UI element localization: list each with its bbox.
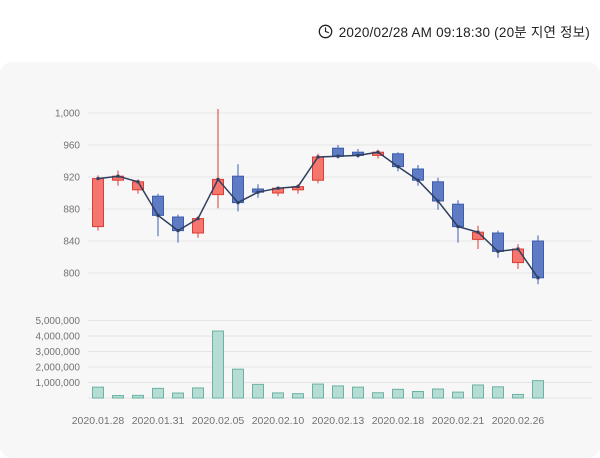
volume-bar [492, 386, 504, 399]
volume-bar [452, 391, 464, 399]
date-tick-label: 2020.01.28 [72, 415, 125, 427]
price-tick-label: 880 [63, 205, 80, 216]
volume-bar [292, 393, 304, 399]
candle-down [152, 195, 164, 216]
date-tick-label: 2020.02.13 [312, 415, 365, 427]
candle-down [432, 181, 444, 202]
date-tick-label: 2020.02.10 [252, 415, 305, 427]
close-marker [456, 225, 460, 229]
close-marker [276, 186, 280, 190]
clock-icon [318, 24, 333, 39]
volume-bar [272, 392, 284, 399]
price-tick-label: 840 [63, 237, 80, 248]
volume-bar [192, 387, 204, 399]
header: 2020/02/28 AM 09:18:30 (20분 지연 정보) [0, 0, 600, 62]
volume-bar [432, 388, 444, 399]
volume-bar [512, 393, 524, 399]
close-marker [96, 177, 100, 181]
volume-bar [112, 395, 124, 399]
volume-bar [312, 383, 324, 399]
volume-tick-label: 5,000,000 [36, 316, 81, 327]
volume-bar [252, 383, 264, 399]
close-marker [356, 153, 360, 157]
close-marker [196, 217, 200, 221]
volume-bar [392, 388, 404, 399]
price-tick-label: 800 [63, 269, 80, 280]
volume-tick-label: 1,000,000 [36, 378, 81, 389]
close-marker [156, 213, 160, 217]
candle-down [452, 203, 464, 228]
close-marker [436, 199, 440, 203]
close-marker [256, 190, 260, 194]
volume-bar [412, 390, 424, 399]
date-tick-label: 2020.02.21 [432, 415, 485, 427]
candle-down [412, 168, 424, 181]
price-tick-label: 960 [63, 141, 80, 152]
close-marker [396, 165, 400, 169]
close-marker [296, 185, 300, 189]
volume-tick-label: 4,000,000 [36, 332, 81, 343]
volume-bar [472, 384, 484, 399]
close-marker [216, 177, 220, 181]
close-marker [416, 178, 420, 182]
volume-bar [212, 330, 224, 399]
candle-up [312, 156, 324, 181]
volume-bar [92, 386, 104, 399]
price-tick-label: 920 [63, 173, 80, 184]
close-marker [116, 174, 120, 178]
close-marker [336, 154, 340, 158]
date-tick-label: 2020.02.26 [492, 415, 545, 427]
close-marker [316, 155, 320, 159]
close-marker [236, 201, 240, 205]
close-marker [136, 180, 140, 184]
price-tick-label: 1,000 [55, 109, 80, 120]
close-marker [476, 230, 480, 234]
volume-bar [152, 387, 164, 399]
volume-bar [332, 385, 344, 399]
close-marker [516, 247, 520, 251]
candle-up [92, 178, 104, 228]
stock-chart: 1,000 960 920 880 840 800 5,000,000 4,000,000 3,… [36, 109, 592, 427]
volume-bar [532, 380, 544, 399]
volume-bar [372, 392, 384, 399]
close-marker [176, 229, 180, 233]
date-tick-label: 2020.02.18 [372, 415, 425, 427]
volume-tick-label: 2,000,000 [36, 363, 81, 374]
volume-bar [132, 394, 144, 399]
volume-bar [352, 386, 364, 399]
close-marker [376, 150, 380, 154]
close-marker [496, 249, 500, 253]
close-marker [536, 276, 540, 280]
date-tick-label: 2020.02.05 [192, 415, 245, 427]
volume-bar [232, 368, 244, 399]
date-tick-label: 2020.01.31 [132, 415, 185, 427]
timestamp: 2020/02/28 AM 09:18:30 (20분 지연 정보) [338, 25, 590, 40]
volume-tick-label: 3,000,000 [36, 347, 81, 358]
volume-bar [172, 392, 184, 399]
chart-panel: 1,000 960 920 880 840 800 5,000,000 4,000,000 3,… [0, 62, 600, 458]
